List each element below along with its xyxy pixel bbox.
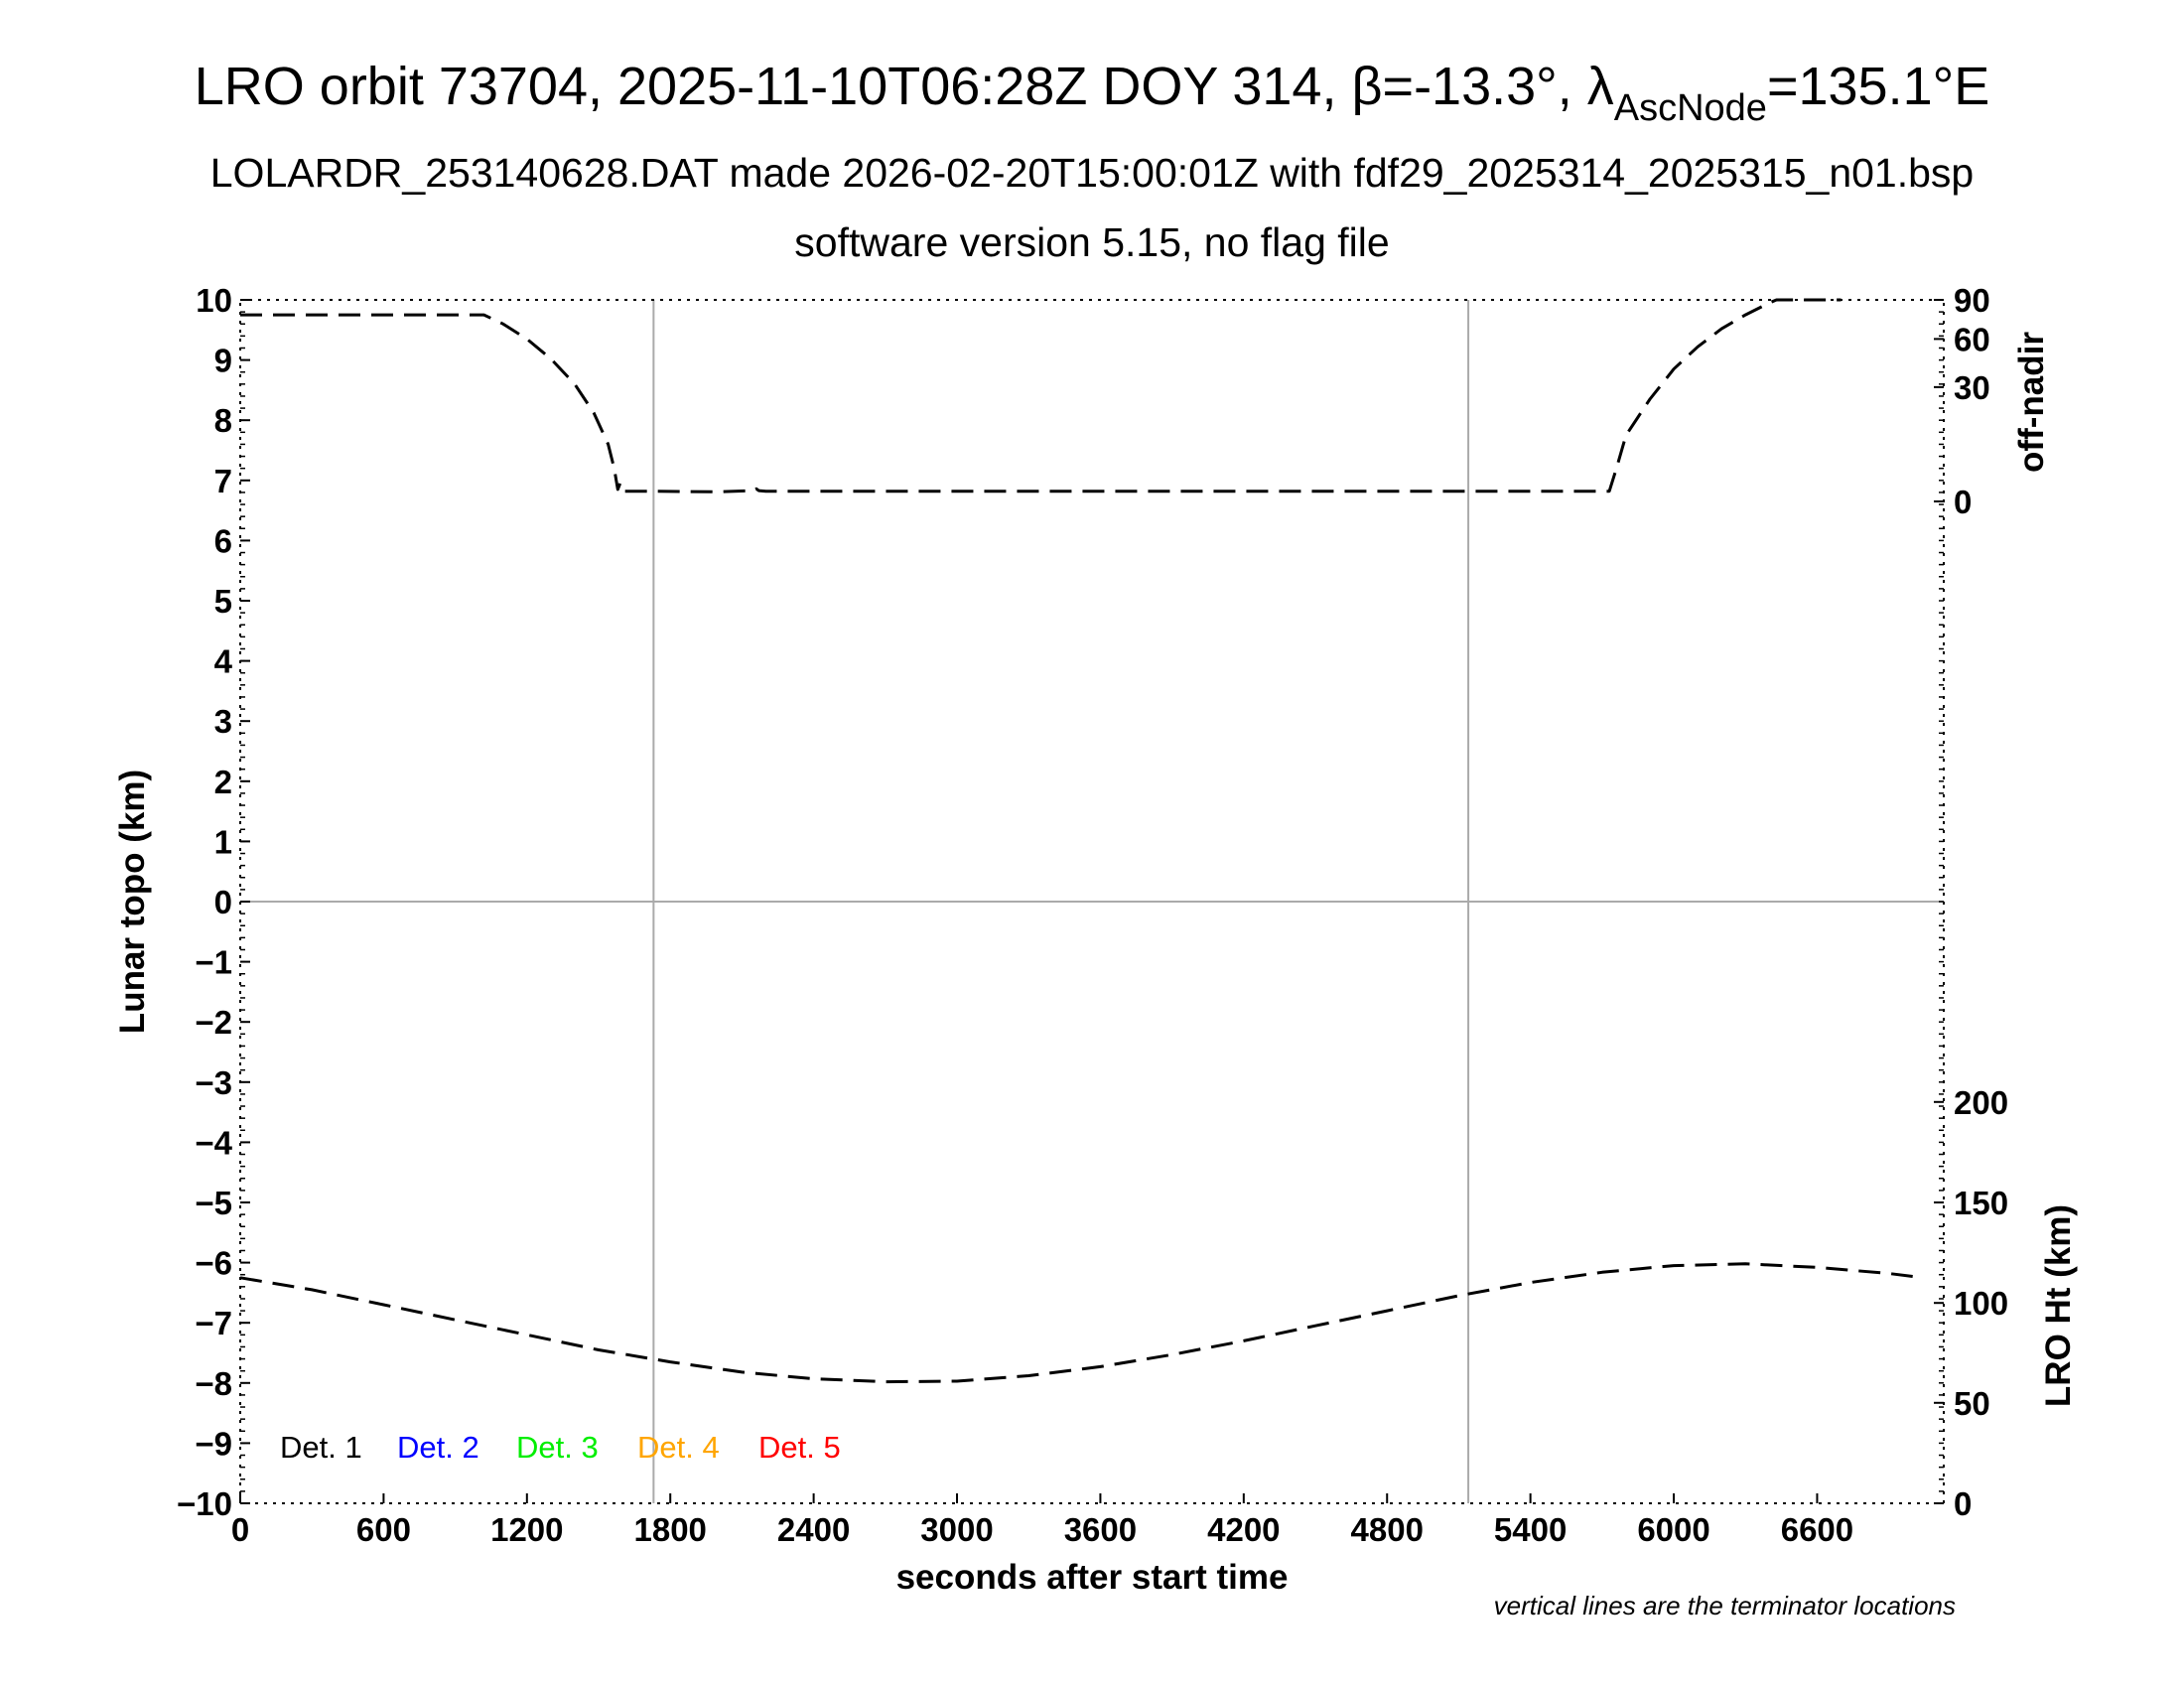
x-tick-label: 3600 — [1064, 1511, 1137, 1548]
right-tick-label: 200 — [1954, 1084, 2008, 1121]
x-tick-label: 3000 — [920, 1511, 993, 1548]
right-tick-label: 100 — [1954, 1285, 2008, 1322]
x-tick-label: 5400 — [1494, 1511, 1567, 1548]
x-tick-label: 6600 — [1781, 1511, 1853, 1548]
chart-title: LRO orbit 73704, 2025-11-10T06:28Z DOY 3… — [195, 57, 1989, 129]
chart-title-end: =135.1°E — [1767, 57, 1989, 116]
right-tick-label: 90 — [1954, 282, 1990, 319]
x-tick-label: 4200 — [1207, 1511, 1280, 1548]
chart-title-subscript: AscNode — [1614, 87, 1767, 129]
legend-entry-4: Det. 4 — [637, 1430, 720, 1465]
chart-subtitle-software: software version 5.15, no flag file — [794, 219, 1389, 265]
y-tick-label: −10 — [177, 1485, 232, 1522]
x-tick-label: 2400 — [777, 1511, 850, 1548]
legend-entry-1: Det. 1 — [280, 1430, 362, 1465]
y-tick-label: −7 — [195, 1305, 232, 1341]
y-tick-label: 1 — [214, 823, 232, 860]
right-tick-label: 60 — [1954, 321, 1990, 357]
chart-title-main: LRO orbit 73704, 2025-11-10T06:28Z DOY 3… — [195, 57, 1614, 116]
y-tick-label: 5 — [214, 583, 232, 620]
legend-entry-5: Det. 5 — [758, 1430, 841, 1465]
y-tick-label: −2 — [195, 1004, 232, 1041]
terminator-note: vertical lines are the terminator locati… — [1494, 1591, 1956, 1620]
chart-subtitle: LOLARDR_253140628.DAT made 2026-02-20T15… — [210, 150, 1974, 196]
y-tick-label: −5 — [195, 1185, 232, 1221]
legend-entry-2: Det. 2 — [397, 1430, 479, 1465]
y-tick-label: 0 — [214, 884, 232, 920]
y-tick-label: 9 — [214, 343, 232, 379]
minor-ticks — [240, 299, 1944, 1504]
y-tick-label: −6 — [195, 1245, 232, 1282]
y-axis-label: Lunar topo (km) — [113, 770, 152, 1034]
y-tick-label: 10 — [196, 282, 232, 319]
x-tick-label: 1200 — [490, 1511, 563, 1548]
y-tick-label: −8 — [195, 1365, 232, 1402]
y-tick-label: −1 — [195, 944, 232, 981]
right-tick-label: 30 — [1954, 369, 1990, 406]
y-tick-label: 8 — [214, 402, 232, 439]
y-tick-label: 3 — [214, 703, 232, 740]
legend: Det. 1 Det. 2 Det. 3 Det. 4 Det. 5 — [280, 1430, 841, 1465]
right-axis-label-lro-height: LRO Ht (km) — [2039, 1204, 2078, 1407]
y-tick-label: 2 — [214, 764, 232, 800]
y-tick-label: 7 — [214, 463, 232, 499]
legend-entry-3: Det. 3 — [516, 1430, 599, 1465]
y-tick-label: −3 — [195, 1064, 232, 1101]
series-group — [239, 298, 1913, 1384]
y-tick-label: 6 — [214, 522, 232, 559]
series-line-2 — [239, 1262, 1913, 1384]
x-tick-label: 6000 — [1637, 1511, 1709, 1548]
y-tick-label: 4 — [214, 643, 233, 680]
right-axis-label-offnadir: off-nadir — [2012, 332, 2051, 473]
right-tick-label: 0 — [1954, 484, 1972, 520]
x-axis-label: seconds after start time — [896, 1558, 1289, 1597]
x-axis-ticks: 0 600 1200 1800 2400 3000 3600 4200 4800 5400 6000… — [231, 1493, 1853, 1548]
right-tick-label: 50 — [1954, 1385, 1990, 1422]
x-tick-label: 0 — [231, 1511, 249, 1548]
right-tick-label: 150 — [1954, 1185, 2008, 1221]
x-tick-label: 4800 — [1351, 1511, 1424, 1548]
series-line-1 — [240, 298, 1842, 493]
y-tick-label: −4 — [195, 1124, 232, 1161]
y-tick-label: −9 — [195, 1425, 232, 1462]
grid — [240, 300, 1944, 1503]
x-tick-label: 1800 — [634, 1511, 707, 1548]
x-tick-label: 600 — [356, 1511, 411, 1548]
right-tick-label: 0 — [1954, 1485, 1972, 1522]
